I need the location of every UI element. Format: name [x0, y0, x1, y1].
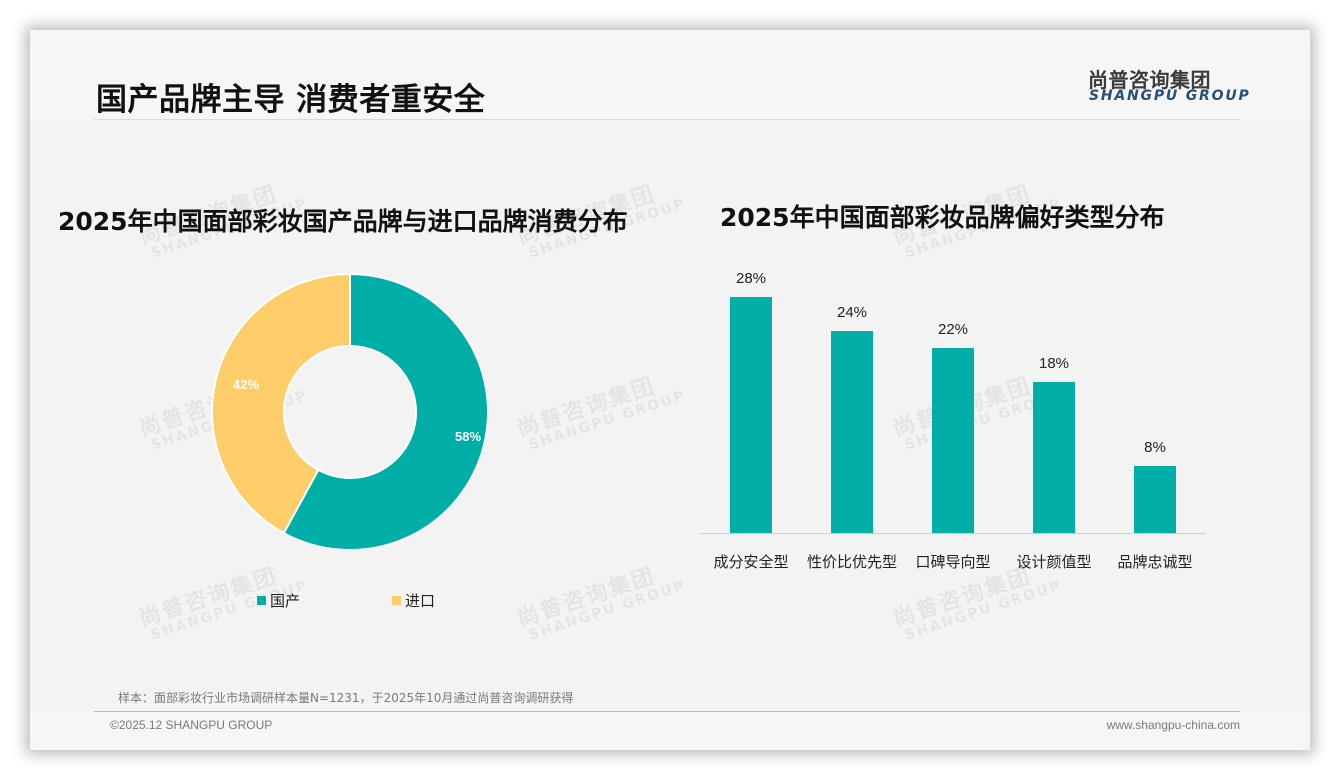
bar — [932, 348, 974, 533]
website-link[interactable]: www.shangpu-china.com — [1106, 718, 1240, 732]
logo-english: SHANGPU GROUP — [1089, 88, 1251, 104]
donut-label-imported: 42% — [233, 377, 260, 392]
donut-label-domestic: 58% — [455, 429, 482, 444]
x-axis-label: 成分安全型 — [713, 553, 789, 571]
footer-band — [30, 712, 1310, 750]
logo-chinese: 尚普咨询集团 — [1088, 68, 1211, 92]
footer-divider — [94, 711, 1240, 712]
donut-segment-domestic — [282, 272, 489, 551]
bar-value-label: 22% — [937, 321, 969, 338]
legend-swatch-yellow — [392, 596, 401, 605]
x-axis-label: 品牌忠诚型 — [1117, 553, 1193, 571]
legend-swatch-teal — [257, 596, 266, 605]
bar-value-label: 24% — [836, 304, 868, 321]
header-divider — [94, 119, 1240, 120]
source-note: 样本：面部彩妆行业市场调研样本量N=1231，于2025年10月通过尚普咨询调研… — [118, 691, 574, 705]
donut-segment-imported — [211, 272, 351, 535]
page-title: 国产品牌主导 消费者重安全 — [96, 82, 486, 118]
legend-item-domestic: 国产 — [257, 590, 300, 611]
copyright: ©2025.12 SHANGPU GROUP — [110, 718, 273, 732]
x-axis-label: 设计颜值型 — [1016, 553, 1092, 571]
legend-item-imported: 进口 — [392, 590, 435, 611]
bar — [831, 331, 873, 533]
x-axis-label: 性价比优先型 — [806, 553, 897, 571]
legend-label: 国产 — [270, 592, 301, 610]
bar-chart-title: 2025年中国面部彩妆品牌偏好类型分布 — [720, 203, 1165, 232]
header-band — [30, 30, 1310, 120]
donut-chart: 58% 42% — [210, 272, 490, 552]
donut-chart-svg — [211, 272, 489, 551]
bar-chart: 28% 24% 22% 18% 8% 成分安全型 性价比优先型 口碑导向型 设计… — [700, 270, 1206, 571]
bar-value-label: 8% — [1144, 439, 1166, 456]
bar-value-label: 18% — [1038, 355, 1070, 372]
bar — [1033, 382, 1075, 533]
x-axis-label: 口碑导向型 — [915, 553, 991, 571]
x-axis-line — [700, 533, 1206, 534]
donut-chart-title: 2025年中国面部彩妆国产品牌与进口品牌消费分布 — [58, 207, 628, 236]
slide: 尚普咨询集团 SHANGPU GROUP 尚普咨询集团 SHANGPU GROUP … — [30, 30, 1310, 750]
bar — [730, 297, 772, 533]
bar-value-label: 28% — [735, 270, 767, 287]
bar — [1134, 466, 1176, 533]
legend-label: 进口 — [405, 592, 436, 610]
